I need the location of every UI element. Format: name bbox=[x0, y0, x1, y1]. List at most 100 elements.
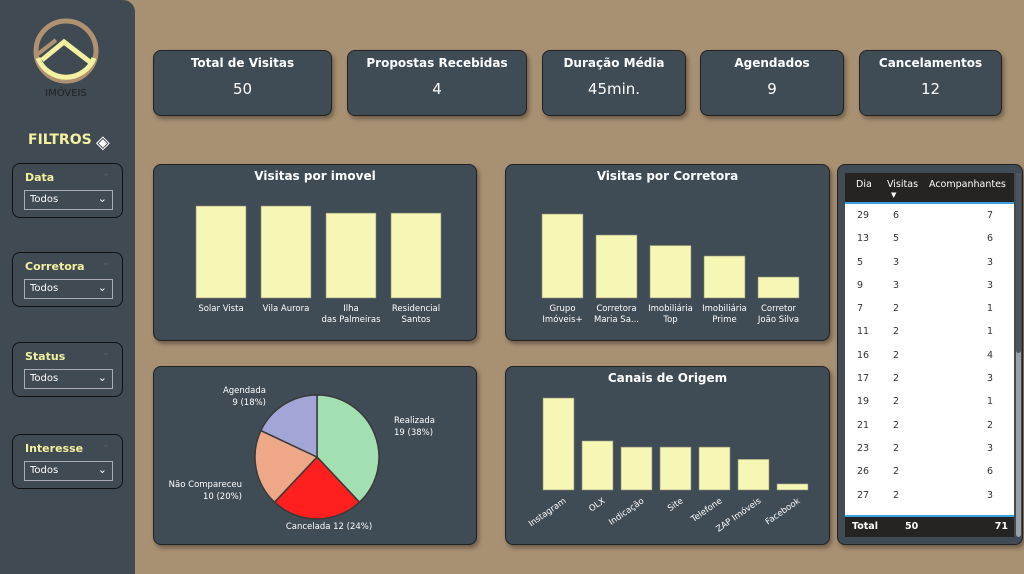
sort-desc-icon: ▼ bbox=[891, 191, 897, 199]
table-cell: 5 bbox=[893, 233, 900, 245]
x-tick-label: Imobiliária Prime bbox=[702, 304, 747, 325]
column-header-visitas[interactable]: Visitas bbox=[887, 179, 919, 190]
kpi-value: 50 bbox=[232, 80, 253, 98]
filters-title: FILTROS bbox=[28, 132, 92, 148]
kpi-value: 12 bbox=[920, 80, 941, 98]
table-cell: 2 bbox=[893, 489, 900, 501]
table-row[interactable]: 26 2 6 bbox=[845, 460, 1014, 483]
table-cell: 29 bbox=[857, 210, 870, 221]
kpi-title: Cancelamentos bbox=[878, 56, 983, 70]
bar bbox=[195, 205, 247, 299]
kpi-cancelamentos: Cancelamentos 12 bbox=[859, 50, 1002, 116]
bar bbox=[595, 234, 638, 299]
table-cell: 6 bbox=[893, 210, 900, 221]
table-cell: 2 bbox=[893, 373, 900, 385]
table-cell: 17 bbox=[857, 373, 870, 385]
filter-data: Data ⌄ Todos ⌄ bbox=[12, 163, 123, 218]
table-row[interactable]: 5 3 3 bbox=[845, 251, 1014, 274]
filter-label: Corretora bbox=[25, 260, 85, 273]
bar bbox=[620, 446, 653, 491]
table-cell: 13 bbox=[857, 233, 870, 245]
pie-label: Cancelada 12 (24%) bbox=[286, 522, 372, 532]
table-cell: 2 bbox=[893, 442, 900, 454]
kpi-duracao: Duração Média 45min. bbox=[542, 50, 686, 116]
chart-title: Canais de Origem bbox=[607, 371, 728, 385]
table-cell: 21 bbox=[857, 419, 870, 431]
filter-status: Status ⌄ Todos ⌄ bbox=[12, 342, 123, 397]
chevron-down-icon: ⌄ bbox=[101, 168, 110, 179]
table-cell: 1 bbox=[987, 396, 994, 408]
table-cell: 3 bbox=[987, 373, 994, 385]
kpi-value: 9 bbox=[767, 80, 777, 98]
table-cell: 2 bbox=[893, 419, 900, 431]
table-row[interactable]: 27 2 3 bbox=[845, 484, 1014, 507]
filter-corretora: Corretora ⌄ Todos ⌄ bbox=[12, 252, 123, 307]
table-row[interactable]: 9 3 3 bbox=[845, 274, 1014, 297]
filter-interesse: Interesse ⌄ Todos ⌄ bbox=[12, 434, 123, 489]
table-cell: 3 bbox=[987, 489, 994, 501]
x-tick-label: Site bbox=[666, 496, 685, 514]
table-header: Dia Visitas ▼ Acompanhantes bbox=[845, 173, 1014, 204]
x-tick-label: Ilha das Palmeiras bbox=[321, 304, 381, 325]
table-cell: 26 bbox=[857, 466, 870, 478]
bar bbox=[703, 255, 746, 299]
chevron-down-icon: ⌄ bbox=[97, 192, 107, 205]
bar bbox=[698, 446, 731, 491]
table-cell: 2 bbox=[893, 466, 900, 478]
column-header-dia[interactable]: Dia bbox=[856, 179, 872, 190]
dropdown-value: Todos bbox=[30, 373, 59, 384]
bar bbox=[649, 245, 692, 299]
table-row[interactable]: 19 2 1 bbox=[845, 390, 1014, 413]
kpi-title: Total de Visitas bbox=[190, 56, 295, 70]
pie-slice bbox=[273, 455, 361, 520]
filter-data-dropdown[interactable]: Todos ⌄ bbox=[24, 190, 113, 210]
table-cell: 2 bbox=[893, 326, 900, 338]
x-tick-label: Corretor João Silva bbox=[757, 304, 799, 325]
table-total-row: Total 50 71 bbox=[845, 515, 1014, 537]
pie-label: Agendada 9 (18%) bbox=[223, 386, 266, 408]
bar bbox=[737, 459, 770, 491]
table-row[interactable]: 16 2 4 bbox=[845, 344, 1014, 367]
bar bbox=[659, 446, 692, 491]
table-row[interactable]: 21 2 2 bbox=[845, 414, 1014, 437]
filter-interesse-dropdown[interactable]: Todos ⌄ bbox=[24, 461, 113, 481]
scrollbar[interactable] bbox=[1016, 173, 1021, 537]
table-cell: 3 bbox=[987, 279, 994, 291]
chart-title: Visitas por imovel bbox=[254, 169, 376, 183]
filter-label: Status bbox=[25, 350, 66, 363]
chevron-down-icon: ⌄ bbox=[101, 347, 110, 358]
table-cell: 1 bbox=[987, 303, 994, 315]
dropdown-value: Todos bbox=[30, 283, 59, 294]
column-header-acompanhantes[interactable]: Acompanhantes bbox=[929, 179, 1006, 190]
table-row[interactable]: 11 2 1 bbox=[845, 320, 1014, 343]
table-cell: 7 bbox=[857, 303, 864, 315]
scrollbar-thumb[interactable] bbox=[1016, 173, 1021, 353]
logo: IMÓVEIS bbox=[33, 18, 99, 98]
chart-title: Visitas por Corretora bbox=[596, 169, 739, 183]
bar bbox=[776, 483, 809, 491]
total-label: Total bbox=[852, 521, 878, 532]
table-cell: 2 bbox=[987, 419, 994, 431]
filter-status-dropdown[interactable]: Todos ⌄ bbox=[24, 369, 113, 389]
eraser-icon[interactable]: ◈ bbox=[96, 132, 110, 153]
table-row[interactable]: 13 5 6 bbox=[845, 227, 1014, 250]
bar bbox=[260, 205, 312, 299]
table-row[interactable]: 17 2 3 bbox=[845, 367, 1014, 390]
kpi-title: Agendados bbox=[734, 56, 810, 70]
table-cell: 5 bbox=[857, 256, 864, 268]
filter-corretora-dropdown[interactable]: Todos ⌄ bbox=[24, 279, 113, 299]
table-row[interactable]: 29 6 7 bbox=[845, 204, 1014, 227]
table-row[interactable]: 23 2 3 bbox=[845, 437, 1014, 460]
visits-table: Dia Visitas ▼ Acompanhantes 29 6 7 13 5 6 5 3 3 9… bbox=[837, 164, 1023, 545]
table-cell: 2 bbox=[893, 349, 900, 361]
x-tick-label: Grupo Imóveis+ bbox=[542, 304, 582, 325]
table-body: 29 6 7 13 5 6 5 3 3 9 3 3 7 2 1 11 2 1 16 2 4 17 2 3 19 2 1 21 2 2 23 2… bbox=[845, 204, 1014, 515]
table-cell: 11 bbox=[857, 326, 870, 338]
bar bbox=[581, 440, 614, 491]
kpi-title: Duração Média bbox=[563, 56, 665, 70]
table-row[interactable]: 7 2 1 bbox=[845, 297, 1014, 320]
chevron-down-icon: ⌄ bbox=[97, 371, 107, 384]
bar bbox=[542, 397, 575, 491]
chart-visitas-imovel: Visitas por imovel Solar Vista Vila Auror… bbox=[153, 164, 477, 341]
logo-text: IMÓVEIS bbox=[45, 86, 87, 98]
